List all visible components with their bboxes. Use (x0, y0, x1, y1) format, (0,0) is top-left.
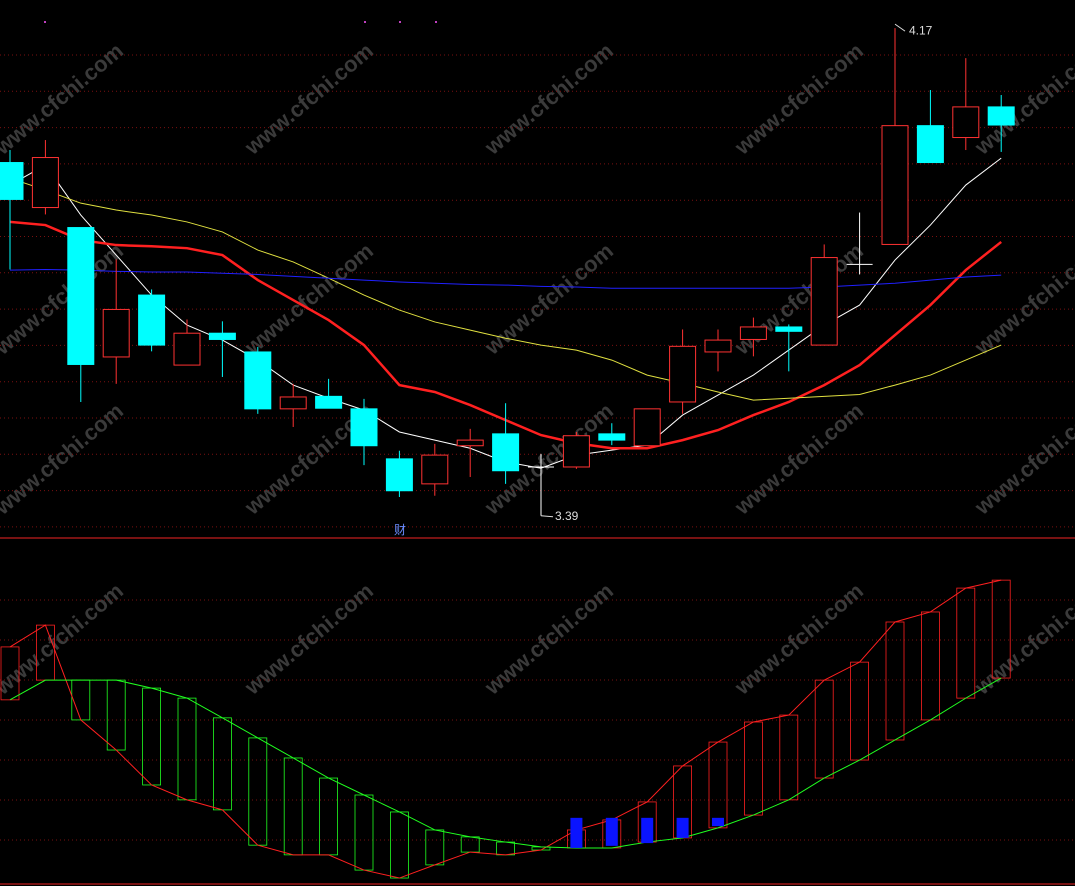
watermark: www.cfchi.com (239, 238, 378, 360)
high-label: 4.17 (909, 23, 933, 37)
candle-body (952, 106, 980, 139)
indicator-box (142, 687, 162, 786)
indicator-box (708, 741, 728, 829)
watermark: www.cfchi.com (0, 38, 128, 160)
candle-body (633, 408, 661, 447)
watermark: www.cfchi.com (479, 238, 618, 360)
candle-body (208, 332, 236, 340)
watermark: www.cfchi.com (969, 38, 1075, 160)
candle-body (456, 439, 484, 447)
candle-body (598, 433, 626, 441)
candle-body (67, 227, 95, 365)
watermark: www.cfchi.com (969, 398, 1075, 520)
annotation-leader (540, 515, 554, 518)
indicator-box (779, 714, 799, 801)
indicator-box (814, 679, 834, 779)
watermark: www.cfchi.com (729, 578, 868, 700)
candle-body (562, 435, 590, 468)
watermark: www.cfchi.com (239, 38, 378, 160)
indicator-line (9, 677, 1002, 849)
candle-body (492, 433, 520, 472)
indicator-box (283, 757, 303, 856)
grid (0, 54, 1075, 841)
candle-body (173, 332, 201, 366)
ma-line (9, 177, 1002, 401)
watermarks: www.cfchi.com www.cfchi.com www.cfchi.com w… (0, 38, 1075, 700)
indicator-box (212, 717, 232, 811)
candle-body (385, 458, 413, 492)
candle-body (31, 157, 59, 209)
indicator-box (425, 829, 445, 866)
watermark: www.cfchi.com (729, 238, 868, 360)
ma-line (9, 268, 1002, 289)
candle-body (138, 294, 166, 346)
indicator-box (106, 679, 126, 751)
candle-body (704, 339, 732, 353)
indicator-bar (712, 817, 724, 827)
indicator-box (460, 836, 480, 853)
candle-body (739, 326, 767, 340)
indicator-box (354, 794, 374, 871)
event-marker: 财 (394, 523, 406, 537)
indicator-bar (676, 817, 689, 838)
indicator-box (319, 777, 339, 856)
watermark: www.cfchi.com (969, 578, 1075, 700)
watermark: www.cfchi.com (239, 578, 378, 700)
candle-body (881, 125, 909, 245)
candle-body (421, 454, 449, 485)
candle-body (775, 326, 803, 332)
indicator-box (921, 611, 940, 721)
indicator-bar (570, 817, 583, 848)
indicator-box (389, 811, 409, 879)
indicator-line (9, 579, 1002, 879)
candle-body (810, 257, 838, 346)
indicator-bar (641, 817, 654, 844)
candle-body (0, 162, 24, 200)
top-dots (44, 21, 437, 23)
watermark: www.cfchi.com (0, 398, 128, 520)
indicator-bar (605, 817, 618, 846)
indicator-box (177, 697, 197, 801)
indicator-box (71, 679, 91, 721)
candle-body (279, 396, 307, 410)
watermark: www.cfchi.com (479, 578, 618, 700)
candle-body (987, 106, 1015, 126)
candle-body (102, 308, 130, 358)
candle-body (669, 345, 697, 403)
indicator-box (850, 661, 869, 761)
candle-body (350, 408, 378, 447)
indicator-box (248, 737, 268, 846)
candle-body (244, 351, 272, 410)
indicator-box (496, 841, 516, 856)
candle-body (916, 125, 944, 164)
annotation-leader (894, 23, 906, 32)
low-label: 3.39 (555, 509, 579, 523)
watermark: www.cfchi.com (479, 38, 618, 160)
indicator-box (744, 721, 763, 816)
candle-body (315, 395, 343, 409)
watermark: www.cfchi.com (729, 38, 868, 160)
